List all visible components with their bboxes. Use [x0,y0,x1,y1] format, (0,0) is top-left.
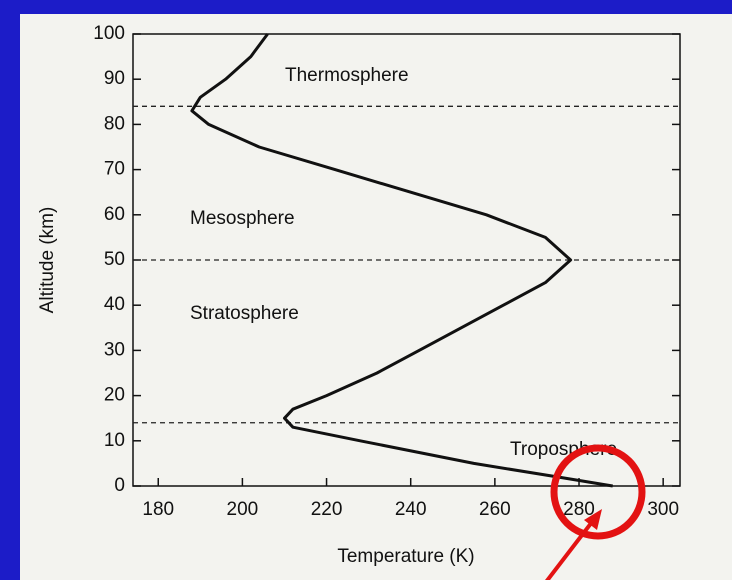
x-tick-label: 240 [395,499,427,520]
arrow-shaft [545,520,594,580]
x-tick-label: 260 [479,499,511,520]
marks: 0 10 20 30 40 50 60 70 80 90 100 180 200 220 240 260 280… [93,23,680,520]
paper [20,14,732,580]
layer-label: Stratosphere [190,303,299,324]
temperature-line [190,33,613,488]
y-tick-label: 40 [104,294,125,315]
y-tick-label: 30 [104,339,125,360]
x-tick-label: 180 [142,499,174,520]
y-tick-label: 20 [104,385,125,406]
y-tick-label: 90 [104,68,125,89]
x-tick-label: 280 [563,499,595,520]
x-tick-label: 200 [227,499,259,520]
layer-label: Thermosphere [285,65,409,86]
y-tick-label: 80 [104,113,125,134]
x-tick-label: 220 [311,499,343,520]
y-tick-label: 10 [104,430,125,451]
x-tick-label: 300 [647,499,679,520]
highlight-circle [550,444,646,540]
y-tick-label: 70 [104,159,125,180]
y-tick-label: 0 [114,475,125,496]
y-tick-label: 100 [93,23,125,44]
y-axis-label: Altitude (km) [37,207,58,314]
layer-label: Troposphere [510,439,617,460]
y-tick-label: 50 [104,249,125,270]
x-axis-label: Temperature (K) [337,546,474,567]
y-tick-label: 60 [104,204,125,225]
arrow-head [584,509,602,530]
layer-label: Mesosphere [190,208,295,229]
